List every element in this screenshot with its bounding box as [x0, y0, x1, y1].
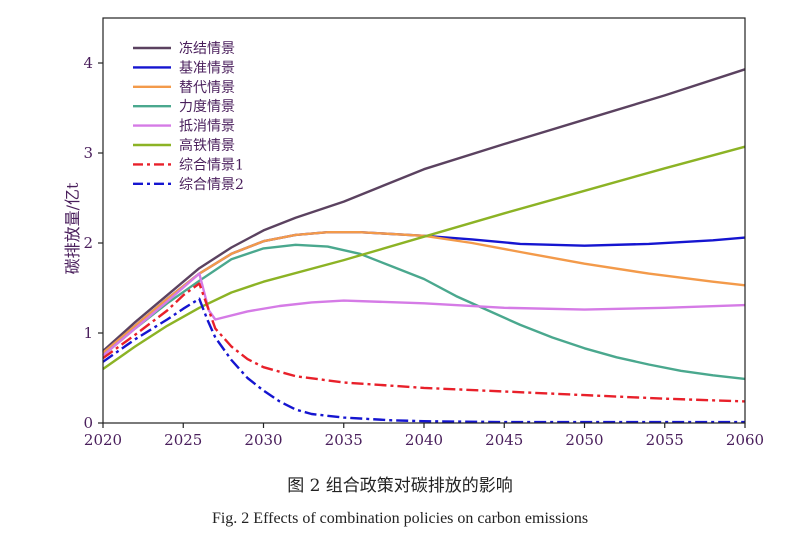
x-tick-label: 2045 [485, 431, 523, 449]
x-tick-label: 2030 [244, 431, 282, 449]
series-line-3 [102, 231, 746, 354]
legend-label-5: 抵消情景 [179, 119, 235, 135]
legend-label-8: 综合情景2 [179, 177, 244, 193]
series-line-8 [102, 297, 745, 424]
x-tick-label: 2020 [84, 431, 122, 449]
series-line-2 [102, 231, 746, 354]
x-tick-label: 2060 [726, 431, 764, 449]
series-line-4 [102, 243, 746, 381]
legend-label-1: 冻结情景 [179, 40, 235, 57]
series-line-5 [102, 272, 746, 357]
plot-frame [102, 17, 746, 424]
x-tick-label: 2035 [325, 431, 363, 449]
legend-label-4: 力度情景 [179, 99, 235, 115]
chart: 2020 2025 2030 2035 2040 2045 2050 2055 2060 0 1 2 3… [63, 17, 764, 449]
y-axis-label: 碳排放量/亿t [63, 182, 82, 274]
legend-label-6: 高铁情景 [179, 137, 235, 154]
figure-caption-english: Fig. 2 Effects of combination policies o… [211, 510, 589, 527]
figure-caption-chinese: 图 2 组合政策对碳排放的影响 [287, 476, 513, 496]
axes: 2020 2025 2030 2035 2040 2045 2050 2055 2060 0 1 2 3… [83, 54, 764, 449]
x-tick-label: 2040 [405, 431, 443, 449]
y-tick-label: 0 [83, 414, 93, 432]
series-line-6 [102, 145, 746, 370]
x-tick-label: 2025 [164, 431, 202, 449]
series-line-1 [102, 68, 746, 352]
y-tick-label: 4 [83, 54, 93, 72]
y-tick-label: 1 [83, 324, 93, 342]
y-tick-label: 3 [83, 144, 93, 162]
y-tick-label: 2 [83, 234, 93, 252]
legend-label-2: 基准情景 [179, 59, 235, 76]
x-tick-label: 2050 [565, 431, 603, 449]
legend-label-7: 综合情景1 [179, 157, 244, 173]
legend-label-3: 替代情景 [179, 80, 235, 96]
x-tick-label: 2055 [646, 431, 684, 449]
series-line-7 [102, 282, 746, 403]
plot-area [102, 68, 746, 424]
